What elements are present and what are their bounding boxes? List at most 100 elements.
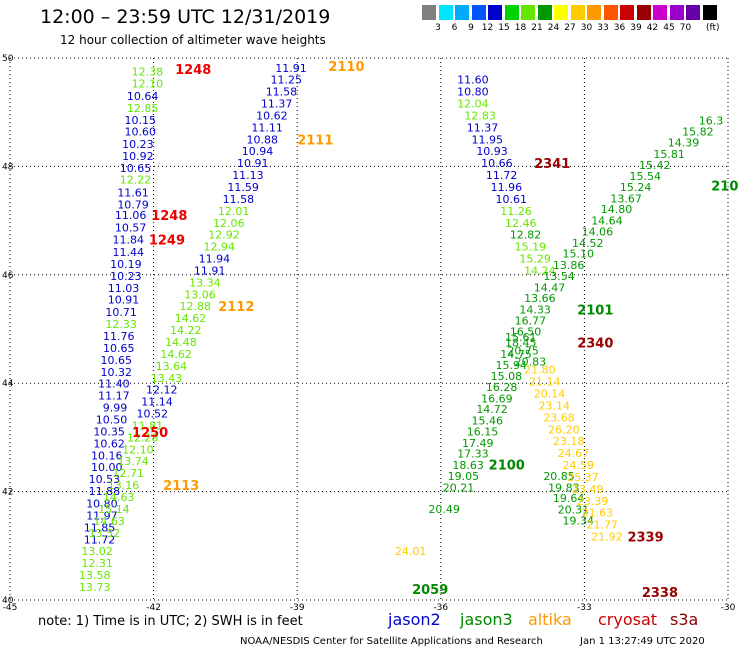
swh-value-label: 16.69 (481, 392, 513, 405)
colorbar-swatch (587, 5, 601, 20)
swh-value-label: 12.92 (208, 229, 240, 242)
swh-value-label: 10.60 (124, 126, 156, 139)
swh-value-label: 13.74 (117, 455, 149, 468)
swh-value-label: 20.31 (558, 503, 590, 516)
swh-value-label: 13.54 (543, 270, 575, 283)
x-tick-label: -33 (577, 603, 592, 613)
swh-value-label: 14.64 (591, 215, 623, 228)
swh-value-label: 11.85 (84, 521, 116, 534)
swh-value-label: 18.63 (452, 459, 484, 472)
swh-value-label: 14.62 (160, 348, 192, 361)
swh-value-label: 11.91 (194, 264, 226, 277)
x-tick-label: -39 (290, 603, 305, 613)
legend-cryosat: cryosat (598, 610, 658, 629)
swh-value-label: 10.65 (101, 354, 133, 367)
swh-value-label: 14.06 (582, 225, 614, 238)
swh-value-label: 16.28 (486, 381, 518, 394)
colorbar-label: 15 (498, 23, 510, 33)
swh-value-label: 15.94 (495, 359, 527, 372)
swh-value-label: 10.57 (115, 222, 147, 235)
swh-value-label: 13.16 (108, 479, 140, 492)
swh-value-label: 12.38 (132, 66, 164, 79)
swh-value-label: 20.14 (534, 387, 566, 400)
swh-value-label: 13.06 (184, 288, 216, 301)
pass-number-label: 2059 (412, 583, 448, 598)
swh-value-label: 15.42 (639, 159, 671, 172)
swh-value-label: 12.46 (505, 217, 537, 230)
swh-value-label: 12.22 (120, 173, 152, 186)
legend-altika: altika (528, 610, 572, 629)
swh-value-label: 23.39 (577, 495, 609, 508)
swh-value-label: 17.49 (462, 437, 494, 450)
swh-value-label: 10.15 (124, 114, 156, 127)
colorbar-swatch (422, 5, 436, 20)
swh-value-label: 11.72 (84, 533, 116, 546)
colorbar-swatch (488, 5, 502, 20)
swh-value-label: 15.14 (98, 503, 130, 516)
x-tick-label: -36 (433, 603, 448, 613)
chart-subtitle: 12 hour collection of altimeter wave hei… (60, 33, 326, 47)
swh-value-label: 11.94 (199, 253, 231, 266)
swh-value-label: 11.76 (103, 330, 135, 343)
swh-value-label: 11.81 (132, 419, 164, 432)
swh-value-label: 24.59 (562, 459, 594, 472)
swh-value-label: 11.03 (108, 282, 140, 295)
swh-value-label: 14.24 (524, 264, 556, 277)
swh-value-label: 20.75 (507, 345, 539, 358)
swh-value-label: 23.49 (572, 483, 604, 496)
swh-value-label: 12.10 (122, 443, 154, 456)
swh-value-label: 10.16 (91, 449, 123, 462)
swh-value-label: 12.04 (457, 98, 489, 111)
swh-value-label: 11.37 (261, 98, 293, 111)
swh-value-label: 10.80 (457, 86, 489, 99)
swh-value-label: 14.75 (500, 348, 532, 361)
swh-value-label: 11.17 (98, 390, 130, 403)
pass-number-label: 2111 (297, 133, 333, 148)
y-tick-label: 44 (2, 379, 14, 389)
colorbar-label: 12 (481, 23, 494, 33)
swh-value-label: 10.91 (237, 157, 269, 170)
swh-value-label: 10.53 (89, 473, 121, 486)
swh-value-label: 12.33 (105, 318, 137, 331)
swh-value-label: 11.60 (457, 74, 489, 87)
swh-value-label: 11.13 (232, 169, 264, 182)
swh-value-label: 26.20 (548, 423, 580, 436)
swh-value-label: 24.67 (558, 447, 590, 460)
swh-value-label: 15.61 (505, 331, 537, 344)
swh-value-label: 14.39 (668, 137, 700, 150)
swh-value-label: 10.35 (93, 425, 125, 438)
swh-value-label: 23.18 (553, 435, 585, 448)
colorbar-swatch (603, 5, 618, 20)
pass-number-label: 2341 (534, 157, 570, 172)
swh-value-label: 11.14 (141, 396, 173, 409)
colorbar-swatch (471, 5, 486, 20)
swh-value-label: 25.37 (567, 471, 599, 484)
swh-value-label: 11.96 (491, 181, 523, 194)
swh-value-label: 20.85 (543, 470, 575, 483)
colorbar-label: 33 (597, 23, 609, 33)
colorbar-label: 24 (547, 23, 560, 33)
swh-value-label: 15.08 (491, 370, 523, 383)
swh-value-label: 13.67 (610, 192, 642, 205)
y-tick-label: 48 (2, 162, 14, 172)
pass-number-label: 2340 (577, 337, 613, 352)
swh-value-label: 17.33 (457, 448, 489, 461)
swh-value-label: 15.24 (620, 181, 652, 194)
swh-value-label: 18.45 (505, 337, 537, 350)
colorbar-label: 70 (679, 23, 692, 33)
swh-value-label: 11.11 (251, 121, 283, 134)
footer-timestamp: Jan 1 13:27:49 UTC 2020 (580, 636, 705, 647)
y-tick-label: 50 (2, 54, 14, 64)
swh-value-label: 19.34 (562, 514, 594, 527)
swh-value-label: 10.19 (110, 258, 142, 271)
swh-value-label: 12.12 (146, 384, 178, 397)
swh-value-label: 12.31 (81, 557, 113, 570)
swh-value-label: 15.19 (515, 241, 547, 254)
swh-value-label: 11.72 (486, 169, 518, 182)
swh-value-label: 11.25 (270, 74, 302, 87)
pass-number-label: 1250 (132, 426, 168, 441)
swh-value-label: 24.01 (395, 545, 427, 558)
swh-value-label: 21.77 (586, 519, 618, 532)
colorbar-label: 45 (663, 23, 675, 33)
x-tick-label: -30 (721, 603, 736, 613)
